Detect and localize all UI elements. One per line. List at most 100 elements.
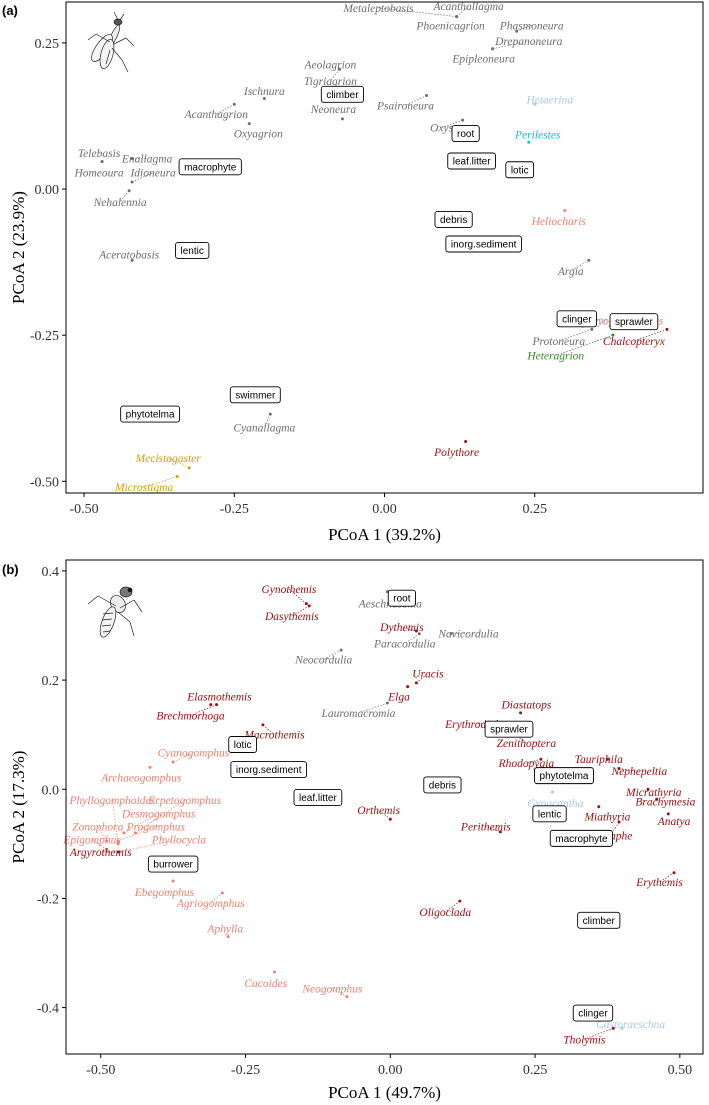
- taxon-point: [116, 839, 120, 843]
- taxon-point: [133, 831, 137, 835]
- taxon-neogomphus: Neogomphus: [301, 983, 363, 999]
- taxon-leader-line: [118, 839, 179, 853]
- taxon-label: Nehalennia: [93, 197, 147, 209]
- x-tick-label: 0.50: [668, 1063, 693, 1078]
- habitat-box: [178, 158, 242, 176]
- taxon-dythemis: Dythemis: [379, 622, 424, 634]
- taxon-label: Dasythemis: [264, 611, 319, 623]
- taxon-point: [665, 327, 669, 331]
- taxon-label: Oligoclada: [419, 907, 471, 919]
- habitat-phytotelma: phytotelma: [120, 405, 181, 423]
- taxon-point: [417, 632, 421, 636]
- taxon-label: Perithemis: [460, 821, 511, 833]
- taxon-zonophora: Zonophora: [72, 821, 124, 843]
- taxon-oligoclada: Oligoclada: [419, 899, 471, 919]
- habitat-climber: climber: [320, 85, 365, 103]
- taxon-protoneura: Protoneura: [531, 327, 594, 348]
- taxon-label: Aphylla: [206, 923, 243, 935]
- taxon-label: Uracis: [412, 669, 444, 681]
- habitat-label: root: [457, 129, 474, 140]
- habitat-box: [229, 386, 281, 404]
- taxon-brechmorhoga: Brechmorhoga: [156, 703, 225, 723]
- habitat-label: sprawler: [615, 317, 653, 328]
- taxon-perithemis: Perithemis: [460, 821, 511, 833]
- taxon-label: Oxyagrion: [234, 129, 283, 141]
- taxon-point: [388, 817, 392, 821]
- taxon-label: Aceratobasis: [98, 250, 160, 262]
- taxon-label: Erythemis: [635, 877, 683, 889]
- taxon-leader-line: [263, 413, 271, 428]
- habitat-label: inorg.sediment: [451, 239, 517, 250]
- taxon-gynothemis: Gynothemis: [261, 584, 317, 606]
- taxon-point: [105, 839, 109, 843]
- taxon-point: [611, 333, 615, 337]
- habitat-box: [175, 241, 210, 259]
- taxon-label: Chalcopteryx: [603, 336, 666, 348]
- taxon-point: [672, 871, 676, 875]
- taxon-label: Oxys: [430, 123, 454, 135]
- taxon-navicordulia: Navicordulia: [437, 629, 499, 641]
- taxon-dasythemis: Dasythemis: [264, 604, 319, 623]
- taxon-cyanallagma: Cyanallagma: [233, 412, 296, 435]
- taxon-point: [171, 760, 175, 764]
- panel-a-label: (a): [2, 3, 18, 18]
- taxon-leader-line: [485, 826, 501, 833]
- taxon-label: Aeolagrion: [304, 60, 357, 72]
- taxon-argia: Argia: [557, 258, 591, 278]
- taxon-ischnura: Ischnura: [243, 86, 285, 100]
- taxon-heliocharis: Heliocharis: [531, 209, 586, 228]
- panel-b: (b) GynothemisDasythemisAeschnosomaDythe…: [2, 559, 704, 1102]
- taxon-label: Mecistogaster: [135, 453, 202, 465]
- taxon-leader-line: [570, 260, 589, 272]
- habitat-box: [434, 210, 473, 228]
- taxon-label: Protoneura: [531, 336, 585, 348]
- taxon-point: [116, 850, 120, 854]
- taxon-point: [425, 94, 429, 98]
- habitat-label: swimmer: [235, 390, 276, 401]
- taxon-label: Dythemis: [379, 622, 424, 634]
- taxon-chalcopteryx: Chalcopteryx: [603, 327, 669, 348]
- taxon-agriogomphus: Agriogomphus: [176, 891, 245, 910]
- taxon-label: Brachymesia: [635, 796, 695, 808]
- taxon-point: [187, 466, 191, 470]
- panel-b-taxa: GynothemisDasythemisAeschnosomaDythemisN…: [62, 584, 695, 1046]
- habitat-lentic: lentic: [175, 241, 210, 259]
- taxon-label: Gynothemis: [261, 584, 316, 596]
- habitat-box: [534, 767, 594, 785]
- taxon-leader-line: [378, 809, 391, 820]
- x-tick-label: 0.25: [523, 1063, 548, 1078]
- habitat-label: debris: [440, 215, 467, 226]
- taxon-neocordulia: Neocordulia: [294, 648, 352, 666]
- taxon-point: [655, 797, 659, 801]
- taxon-leader-line: [330, 69, 340, 82]
- taxon-leader-line: [492, 40, 529, 50]
- taxon-label: Telebasis: [78, 148, 121, 160]
- taxon-progomphus: Progomphus: [116, 821, 185, 843]
- panel-a: (a) Metaleptobasis Acanthallagma Phasmoneu…: [2, 1, 704, 544]
- taxon-oxys: Oxys: [430, 118, 465, 135]
- taxon-point: [232, 102, 236, 106]
- taxon-psaironeura: Psaironeura: [376, 94, 434, 112]
- habitat-box: [320, 85, 365, 103]
- taxon-label: Neogomphus: [301, 983, 363, 995]
- taxon-point: [130, 258, 134, 262]
- taxon-point: [268, 412, 272, 416]
- y-tick-label: -0.50: [30, 475, 59, 490]
- habitat-macrophyte: macrophyte: [549, 829, 613, 847]
- habitat-label: lotic: [234, 740, 252, 751]
- habitat-lotic: lotic: [505, 161, 535, 179]
- habitat-box: [228, 736, 257, 753]
- taxon-leader-line: [516, 25, 532, 32]
- taxon-nephepeltia: Nephepeltia: [611, 766, 668, 778]
- taxon-erythemis: Erythemis: [635, 871, 683, 889]
- taxon-tigriagrion: Tigriagrion: [304, 67, 357, 88]
- taxon-point: [539, 757, 543, 761]
- habitat-box: [230, 761, 307, 779]
- taxon-label: Ebegomphus: [134, 887, 195, 899]
- taxon-point: [345, 995, 349, 999]
- taxon-label: Metaleptobasis: [342, 3, 414, 15]
- taxon-macrothemis: Macrothemis: [243, 723, 305, 742]
- taxon-leader-line: [210, 892, 223, 904]
- y-tick-label: -0.2: [37, 892, 59, 907]
- taxon-point: [209, 703, 213, 707]
